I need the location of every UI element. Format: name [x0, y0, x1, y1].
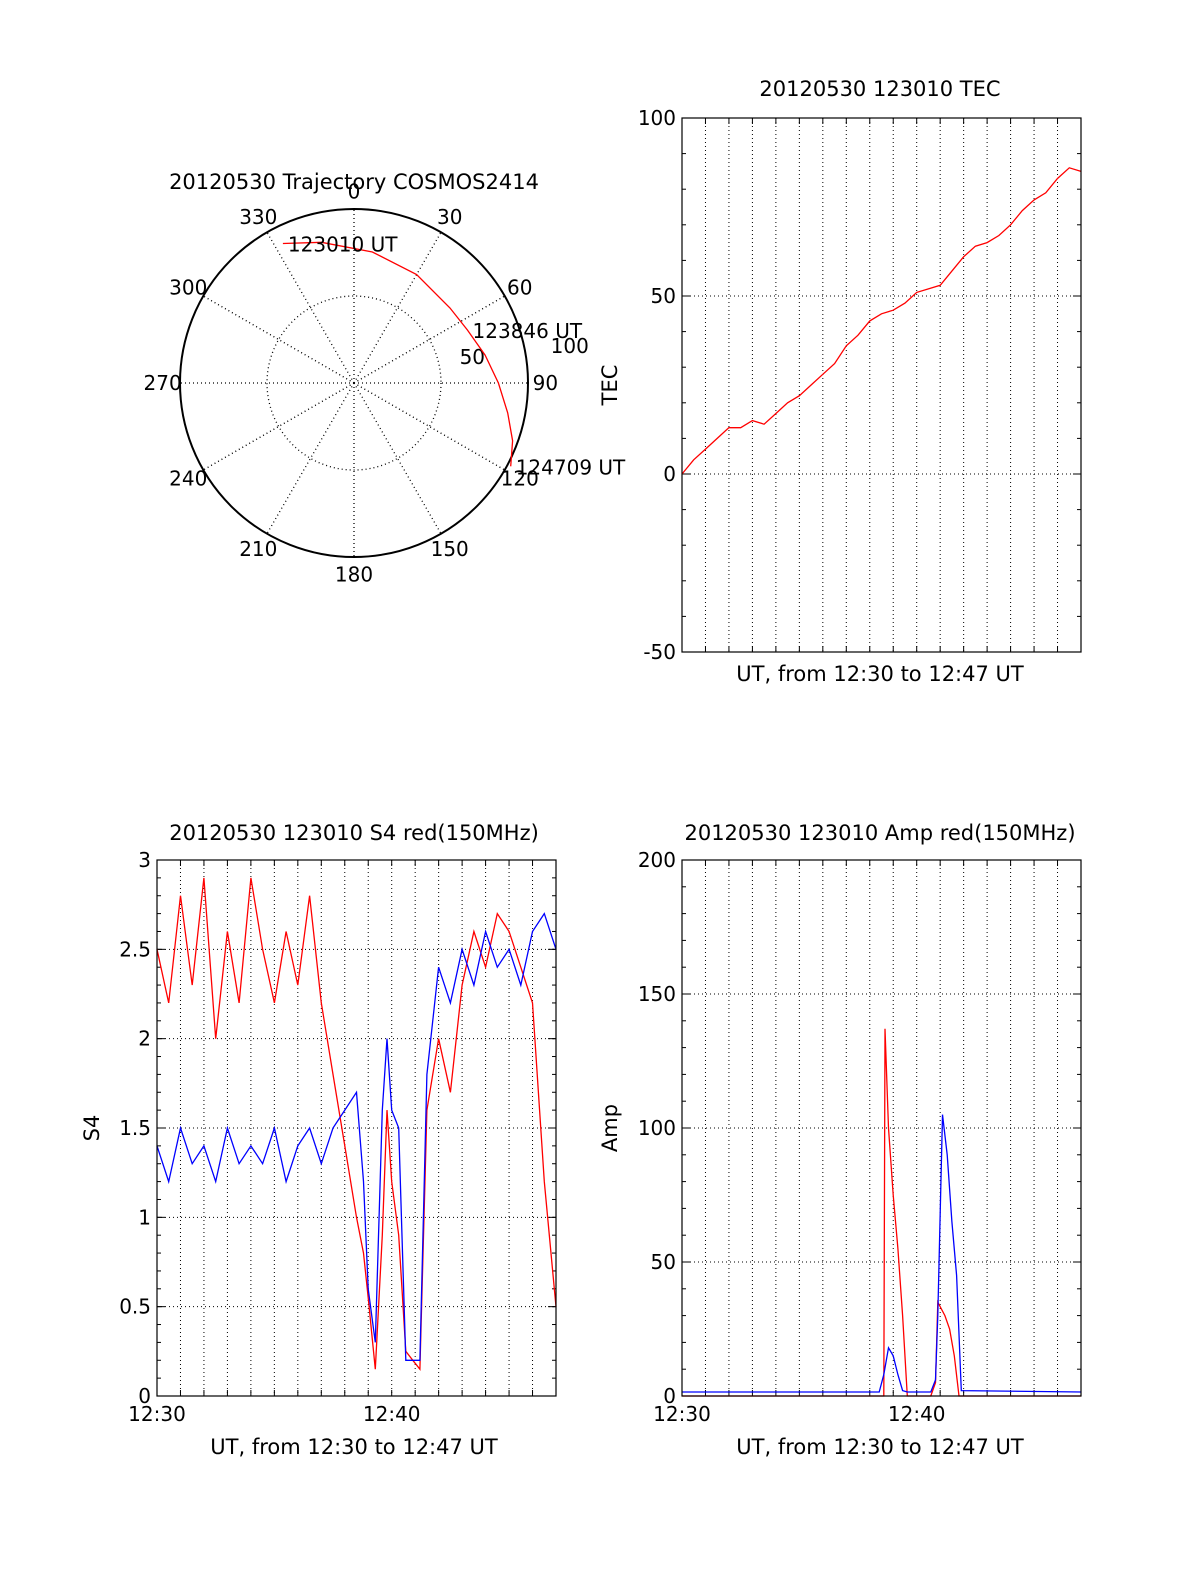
- polar-title: 20120530 Trajectory COSMOS2414: [169, 170, 539, 194]
- amp-x-tick-label: 12:30: [653, 1402, 711, 1426]
- s4-y-tick-label: 2: [138, 1027, 151, 1051]
- s4-series-line: [156, 912, 557, 1361]
- s4-panel: 20120530 123010 S4 red(150MHz) UT, from …: [80, 821, 557, 1459]
- tec-axes: -50 0 50 100: [638, 106, 1082, 664]
- polar-angle-label: 30: [437, 205, 462, 229]
- trajectory-time-label: 124709 UT: [516, 455, 626, 479]
- amp-y-tick-label: 100: [638, 1116, 676, 1140]
- tec-y-tick-label: -50: [643, 640, 676, 664]
- tec-y-tick-label: 0: [663, 462, 676, 486]
- amp-axes: 0 50 100 150 200 12:30 12:40: [638, 848, 1082, 1426]
- polar-angle-label: 210: [239, 537, 277, 561]
- polar-spoke: [266, 231, 355, 384]
- s4-y-tick-label: 1: [138, 1205, 151, 1229]
- polar-outer-circle: [179, 208, 529, 558]
- polar-angle-label: 300: [169, 275, 207, 299]
- polar-angle-label: 150: [431, 537, 469, 561]
- polar-angle-label: 330: [239, 205, 277, 229]
- s4-y-axis-label: S4: [80, 1115, 104, 1142]
- s4-y-tick-label: 1.5: [119, 1116, 151, 1140]
- amp-series-line: [682, 1114, 1082, 1393]
- s4-plot-frame: [156, 859, 557, 1397]
- s4-series-line: [156, 877, 557, 1371]
- tec-x-axis-label: UT, from 12:30 to 12:47 UT: [736, 662, 1024, 686]
- polar-angle-label: 120: [501, 467, 539, 491]
- tec-title: 20120530 123010 TEC: [759, 77, 1000, 101]
- tec-y-axis-label: TEC: [598, 365, 622, 407]
- amp-y-tick-label: 0: [663, 1384, 676, 1408]
- amp-y-tick-label: 50: [651, 1250, 676, 1274]
- tec-y-tick-label: 50: [651, 284, 676, 308]
- amp-x-tick-label: 12:40: [888, 1402, 946, 1426]
- amp-plot-frame: [681, 859, 1082, 1397]
- s4-x-tick-label: 12:30: [128, 1402, 186, 1426]
- trajectory-time-label: 123846 UT: [473, 319, 583, 343]
- trajectory-line: [282, 241, 514, 467]
- amp-x-axis-label: UT, from 12:30 to 12:47 UT: [736, 1435, 1024, 1459]
- s4-y-tick-label: 2.5: [119, 937, 151, 961]
- polar-grid-circle: [266, 295, 442, 471]
- amp-panel: 20120530 123010 Amp red(150MHz) UT, from…: [598, 821, 1082, 1459]
- s4-x-axis-label: UT, from 12:30 to 12:47 UT: [210, 1435, 498, 1459]
- polar-spoke: [266, 382, 355, 535]
- amp-y-tick-label: 200: [638, 848, 676, 872]
- s4-x-tick-label: 12:40: [363, 1402, 421, 1426]
- tec-plot-frame: [681, 117, 1082, 653]
- tec-series-line: [681, 167, 1082, 475]
- polar-angle-label: 60: [507, 275, 532, 299]
- polar-angle-label: 270: [144, 371, 182, 395]
- s4-y-tick-label: 3: [138, 848, 151, 872]
- polar-angle-label: 0: [348, 180, 361, 204]
- tec-y-tick-label: 100: [638, 106, 676, 130]
- polar-trajectory-panel: 20120530 Trajectory COSMOS2414 030609012…: [144, 170, 627, 586]
- trajectory-time-label: 123010 UT: [288, 232, 398, 256]
- amp-y-axis-label: Amp: [598, 1104, 622, 1152]
- s4-y-tick-label: 0: [138, 1384, 151, 1408]
- amp-y-tick-label: 150: [638, 982, 676, 1006]
- s4-title: 20120530 123010 S4 red(150MHz): [169, 821, 539, 845]
- polar-radial-label: 100: [551, 334, 589, 358]
- tec-panel: 20120530 123010 TEC UT, from 12:30 to 12…: [598, 77, 1082, 686]
- polar-spoke: [353, 382, 506, 471]
- amp-series-line: [682, 1028, 1081, 1397]
- polar-spoke: [353, 231, 442, 384]
- polar-angle-label: 180: [335, 562, 373, 586]
- polar-data: 123010 UT 123846 UT 124709 UT: [282, 232, 626, 479]
- polar-angle-label: 90: [533, 371, 558, 395]
- polar-spoke: [353, 382, 442, 535]
- s4-axes: 0 0.5 1 1.5 2 2.5 3 12:30 12:40: [119, 848, 557, 1426]
- polar-spoke: [353, 295, 506, 384]
- s4-y-tick-label: 0.5: [119, 1295, 151, 1319]
- polar-spoke: [202, 295, 355, 384]
- amp-title: 20120530 123010 Amp red(150MHz): [684, 821, 1075, 845]
- polar-angle-label: 240: [169, 467, 207, 491]
- polar-spoke: [202, 382, 355, 471]
